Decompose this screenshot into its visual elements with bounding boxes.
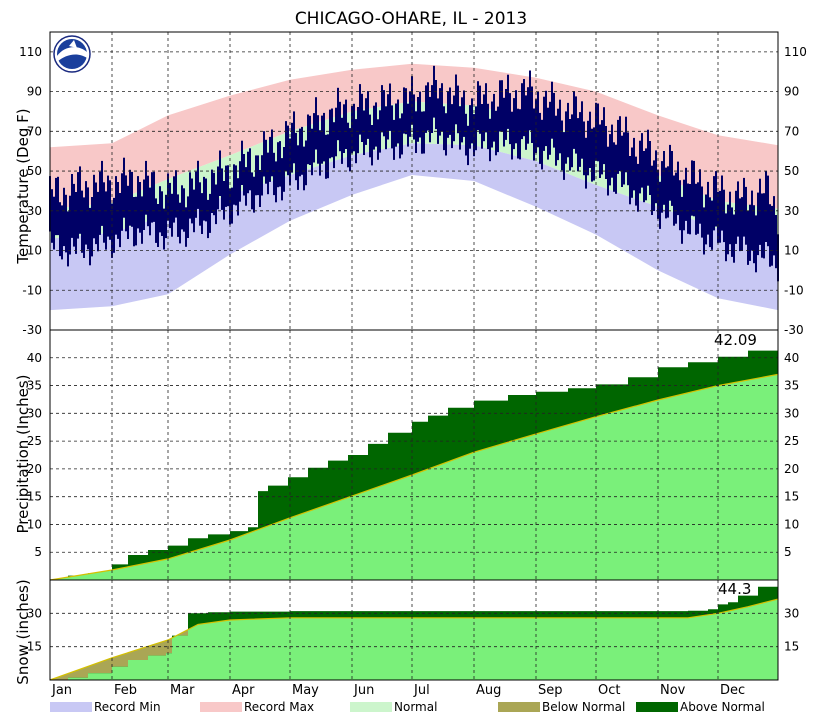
snow-tick-left: 15 [27,640,42,654]
precip-normal-area [50,374,778,580]
temperature-tick-left: 30 [27,204,42,218]
precipitation-tick-left: 25 [27,434,42,448]
precipitation-tick-right: 20 [784,462,799,476]
month-label: Dec [720,683,745,698]
month-label: Oct [598,683,620,698]
snow-tick-left: 30 [27,606,42,620]
month-label: Mar [170,683,195,698]
month-label: Apr [232,683,255,698]
precipitation-tick-left: 5 [34,545,42,559]
precipitation-tick-left: 30 [27,406,42,420]
precipitation-panel: 5 5 10 10 15 15 20 20 25 25 30 30 35 35 40 40 [27,329,799,581]
temperature-tick-right: -10 [784,283,804,297]
temperature-axis-label: Temperature (Deg F) [14,108,32,264]
precipitation-tick-right: 40 [784,351,799,365]
precipitation-tick-right: 15 [784,490,799,504]
temperature-tick-left: 110 [19,45,42,59]
legend-swatch [350,702,392,712]
month-label: Jan [51,683,72,698]
temperature-tick-left: 10 [27,244,42,258]
temperature-tick-left: -10 [22,283,42,297]
legend-swatch [498,702,540,712]
month-label: Jul [413,683,430,698]
precipitation-axis-label: Precipitation (Inches) [14,375,32,534]
precipitation-total-label: 42.09 [714,331,757,349]
precipitation-tick-left: 20 [27,462,42,476]
month-axis: Jan Feb Mar Apr May Jun Jul Aug Sep Oct Nov Dec [51,683,745,698]
legend-swatch [200,702,242,712]
temperature-tick-right: -30 [784,323,804,337]
temperature-tick-left: 90 [27,85,42,99]
temperature-tick-right: 10 [784,244,799,258]
legend-label: Above Normal [680,700,765,714]
legend-label: Below Normal [542,700,625,714]
temperature-tick-left: 70 [27,124,42,138]
snow-panel: 15 15 30 30 [27,579,799,681]
snow-axis-label: Snow (inches) [14,579,32,684]
month-label: Sep [538,683,563,698]
precipitation-tick-left: 35 [27,379,42,393]
month-label: Jun [353,683,374,698]
legend-label: Record Max [244,700,314,714]
legend-swatch [50,702,92,712]
precipitation-tick-left: 15 [27,490,42,504]
snow-tick-right: 30 [784,606,799,620]
precipitation-tick-right: 30 [784,406,799,420]
snow-frame [49,579,779,681]
temperature-tick-right: 30 [784,204,799,218]
month-label: Feb [114,683,137,698]
legend: Record Min Record Max Normal Below Normal Ab… [50,700,765,714]
legend-label: Record Min [94,700,161,714]
snow-tick-right: 15 [784,640,799,654]
month-label: Nov [660,683,686,698]
temperature-tick-right: 110 [784,45,807,59]
precipitation-tick-left: 10 [27,517,42,531]
precipitation-tick-left: 40 [27,351,42,365]
precipitation-tick-right: 10 [784,517,799,531]
legend-swatch [636,702,678,712]
legend-label: Normal [394,700,437,714]
month-label: May [292,683,319,698]
temperature-tick-right: 70 [784,124,799,138]
temperature-tick-right: 90 [784,85,799,99]
temperature-tick-left: 50 [27,164,42,178]
precipitation-tick-right: 25 [784,434,799,448]
temperature-panel: -30 -30 -10 -10 10 10 30 30 50 50 70 70 90 90 110 110 [19,31,807,337]
noaa-logo [53,35,91,73]
chart-title: CHICAGO-OHARE, IL - 2013 [295,9,527,29]
snow-total-label: 44.3 [718,580,751,598]
temperature-tick-right: 50 [784,164,799,178]
month-label: Aug [476,683,501,698]
precipitation-tick-right: 5 [784,545,792,559]
precipitation-tick-right: 35 [784,379,799,393]
temperature-tick-left: -30 [22,323,42,337]
